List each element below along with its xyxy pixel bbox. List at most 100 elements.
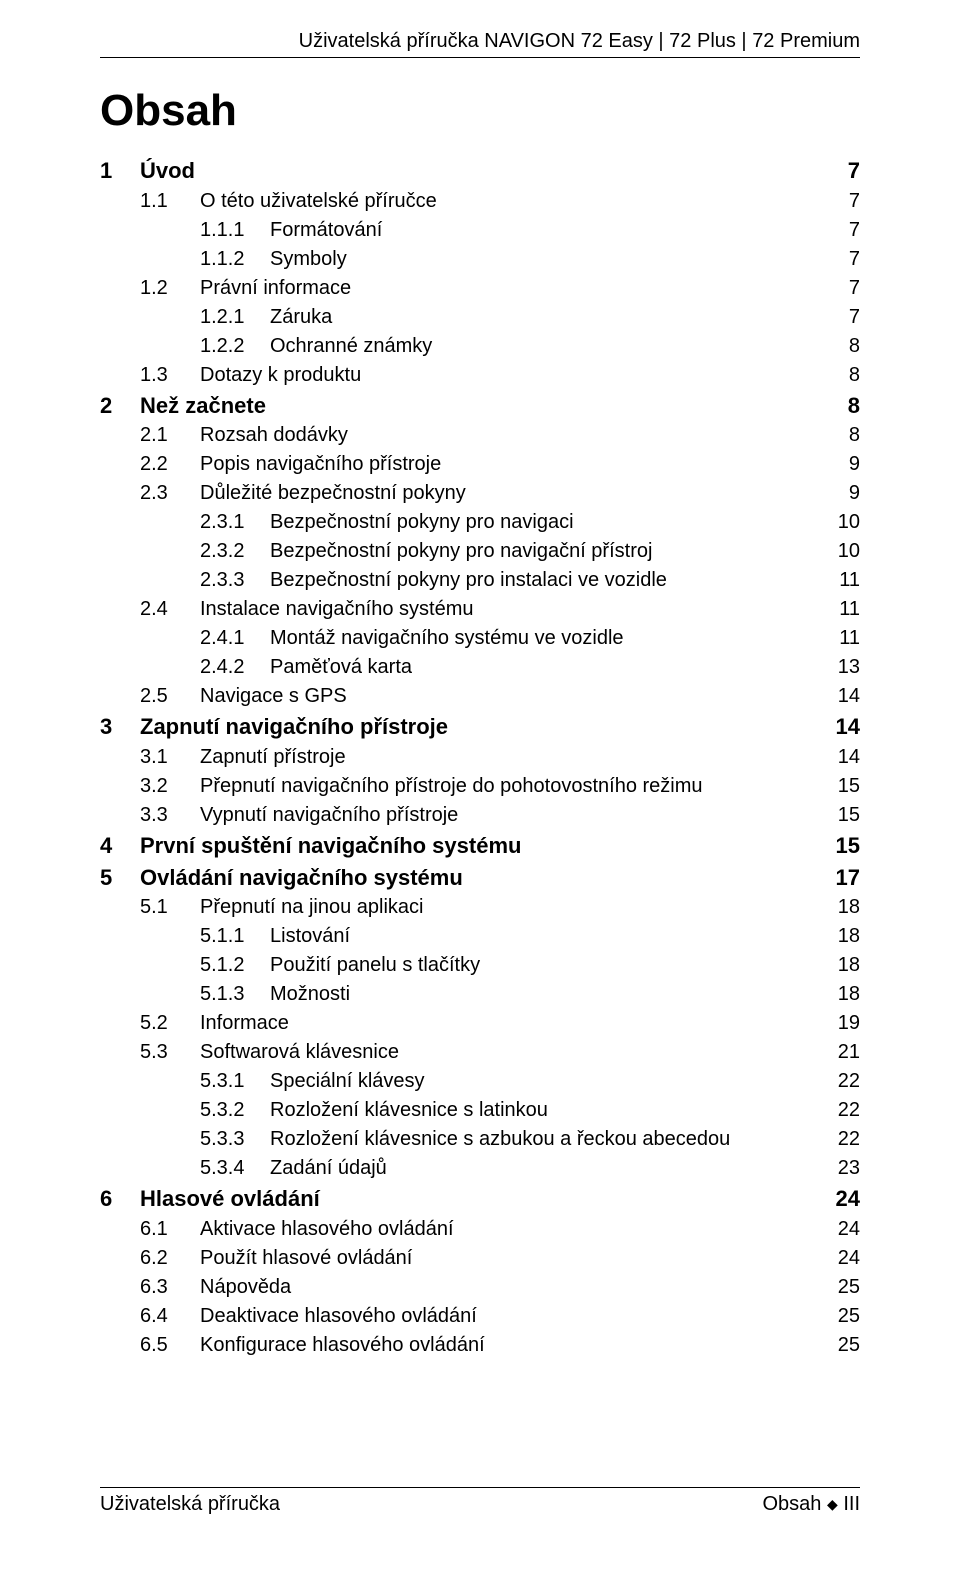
toc-row: 5.3.2Rozložení klávesnice s latinkou22 — [100, 1097, 860, 1124]
toc-label: Softwarová klávesnice — [200, 1039, 399, 1066]
toc-row: 5.1.2Použití panelu s tlačítky18 — [100, 952, 860, 979]
toc-page: 8 — [828, 333, 860, 360]
toc-label: Zapnutí navigačního přístroje — [140, 712, 448, 742]
toc-number: 2.2 — [140, 451, 200, 478]
toc-number: 1.2 — [140, 275, 200, 302]
toc-row: 5.3.1Speciální klávesy22 — [100, 1068, 860, 1095]
toc-row: 2.4Instalace navigačního systému11 — [100, 596, 860, 623]
toc-number: 1 — [100, 156, 140, 186]
toc-page: 25 — [828, 1332, 860, 1359]
toc-label: Popis navigačního přístroje — [200, 451, 441, 478]
toc-page: 14 — [828, 712, 860, 742]
toc-page: 24 — [828, 1216, 860, 1243]
toc-label: Právní informace — [200, 275, 351, 302]
toc-page: 23 — [828, 1155, 860, 1182]
footer-right-page: III — [843, 1493, 860, 1515]
toc-number: 2.3 — [140, 480, 200, 507]
toc-number: 5.3.3 — [200, 1126, 270, 1153]
toc-page: 10 — [828, 538, 860, 565]
footer-right-label: Obsah — [762, 1493, 821, 1515]
toc-number: 2.4.1 — [200, 625, 270, 652]
toc-page: 18 — [828, 923, 860, 950]
toc-number: 1.1 — [140, 188, 200, 215]
toc-row: 5.3.4Zadání údajů23 — [100, 1155, 860, 1182]
toc-page: 22 — [828, 1126, 860, 1153]
toc-page: 11 — [828, 625, 860, 652]
toc-row: 2.4.1Montáž navigačního systému ve vozid… — [100, 625, 860, 652]
page-footer: Uživatelská příručka Obsah ◆ III — [100, 1487, 860, 1516]
toc-label: Formátování — [270, 217, 382, 244]
toc-page: 13 — [828, 654, 860, 681]
toc-row: 2Než začnete8 — [100, 391, 860, 421]
toc-page: 17 — [828, 863, 860, 893]
toc-label: Použití panelu s tlačítky — [270, 952, 480, 979]
toc-page: 7 — [828, 156, 860, 186]
toc-page: 15 — [828, 773, 860, 800]
toc-page: 9 — [828, 480, 860, 507]
toc-label: Montáž navigačního systému ve vozidle — [270, 625, 624, 652]
toc-page: 18 — [828, 952, 860, 979]
toc-number: 2.4.2 — [200, 654, 270, 681]
toc-page: 24 — [828, 1245, 860, 1272]
toc-number: 6.1 — [140, 1216, 200, 1243]
footer-left: Uživatelská příručka — [100, 1493, 280, 1516]
toc-row: 2.4.2Paměťová karta 13 — [100, 654, 860, 681]
toc-number: 2.3.2 — [200, 538, 270, 565]
toc-row: 1.1.1Formátování7 — [100, 217, 860, 244]
toc-row: 1.3Dotazy k produktu8 — [100, 362, 860, 389]
toc-label: Hlasové ovládání — [140, 1184, 320, 1214]
toc-page: 25 — [828, 1303, 860, 1330]
toc-page: 22 — [828, 1068, 860, 1095]
toc-label: Rozložení klávesnice s latinkou — [270, 1097, 548, 1124]
toc-row: 6Hlasové ovládání24 — [100, 1184, 860, 1214]
toc-label: Nápověda — [200, 1274, 291, 1301]
toc-number: 1.2.2 — [200, 333, 270, 360]
toc-label: Symboly — [270, 246, 347, 273]
toc-label: Přepnutí na jinou aplikaci — [200, 894, 423, 921]
page-title: Obsah — [100, 86, 860, 136]
footer-right: Obsah ◆ III — [762, 1493, 860, 1516]
toc-label: Konfigurace hlasového ovládání — [200, 1332, 485, 1359]
toc-number: 2.1 — [140, 422, 200, 449]
toc-label: Paměťová karta — [270, 654, 412, 681]
toc-page: 7 — [828, 217, 860, 244]
toc-page: 19 — [828, 1010, 860, 1037]
toc-number: 3 — [100, 712, 140, 742]
toc-label: Ochranné známky — [270, 333, 432, 360]
toc-row: 1.2Právní informace 7 — [100, 275, 860, 302]
toc-page: 25 — [828, 1274, 860, 1301]
toc-page: 7 — [828, 275, 860, 302]
toc-label: Rozsah dodávky — [200, 422, 348, 449]
toc-row: 1Úvod7 — [100, 156, 860, 186]
diamond-icon: ◆ — [827, 1496, 838, 1512]
toc-number: 5.3.4 — [200, 1155, 270, 1182]
toc-page: 22 — [828, 1097, 860, 1124]
toc-row: 2.2Popis navigačního přístroje9 — [100, 451, 860, 478]
toc-row: 3Zapnutí navigačního přístroje 14 — [100, 712, 860, 742]
toc-number: 2 — [100, 391, 140, 421]
toc-label: Důležité bezpečnostní pokyny — [200, 480, 466, 507]
toc-number: 6.5 — [140, 1332, 200, 1359]
toc-page: 8 — [828, 422, 860, 449]
toc-number: 6.4 — [140, 1303, 200, 1330]
toc-row: 5.3Softwarová klávesnice21 — [100, 1039, 860, 1066]
toc-page: 14 — [828, 744, 860, 771]
toc-page: 7 — [828, 304, 860, 331]
toc-row: 5.1.3Možnosti18 — [100, 981, 860, 1008]
toc-page: 15 — [828, 831, 860, 861]
toc-page: 10 — [828, 509, 860, 536]
toc-label: Rozložení klávesnice s azbukou a řeckou … — [270, 1126, 730, 1153]
toc-label: Zapnutí přístroje — [200, 744, 346, 771]
toc-number: 1.2.1 — [200, 304, 270, 331]
toc-label: Ovládání navigačního systému — [140, 863, 463, 893]
toc-row: 6.1Aktivace hlasového ovládání24 — [100, 1216, 860, 1243]
toc-page: 7 — [828, 246, 860, 273]
toc-number: 6 — [100, 1184, 140, 1214]
toc-label: Listování — [270, 923, 350, 950]
toc-row: 3.1Zapnutí přístroje14 — [100, 744, 860, 771]
toc-label: Bezpečnostní pokyny pro navigační přístr… — [270, 538, 652, 565]
toc-row: 6.3Nápověda25 — [100, 1274, 860, 1301]
document-page: Uživatelská příručka NAVIGON 72 Easy | 7… — [0, 0, 960, 1571]
toc-label: Použít hlasové ovládání — [200, 1245, 412, 1272]
toc-row: 2.3.1Bezpečnostní pokyny pro navigaci10 — [100, 509, 860, 536]
